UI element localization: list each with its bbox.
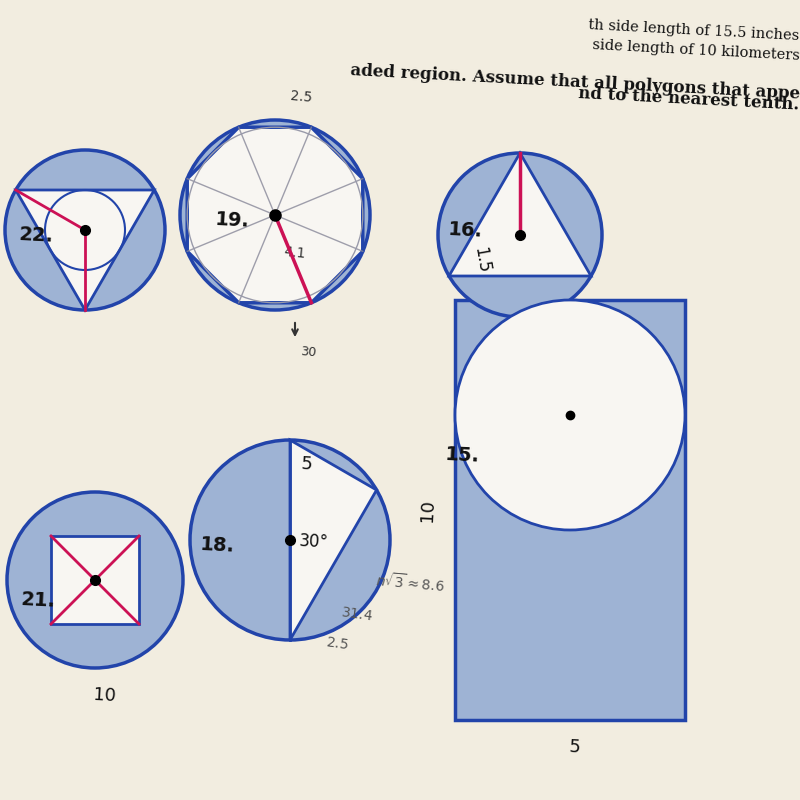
Circle shape — [5, 150, 165, 310]
Text: 30°: 30° — [298, 532, 329, 551]
Text: 5: 5 — [569, 738, 582, 757]
Text: 1.5: 1.5 — [470, 246, 492, 274]
Text: 10: 10 — [418, 498, 437, 522]
Text: $2.5$: $2.5$ — [325, 635, 350, 652]
Text: 21.: 21. — [20, 590, 55, 610]
Bar — [455, 300, 685, 720]
Text: 30: 30 — [300, 345, 317, 359]
Text: aded region. Assume that all polygons that appe: aded region. Assume that all polygons th… — [350, 62, 800, 102]
Text: th side length of 15.5 inches: th side length of 15.5 inches — [589, 18, 800, 43]
Text: side length of 10 kilometers: side length of 10 kilometers — [592, 38, 800, 63]
Circle shape — [455, 300, 685, 530]
Text: 10: 10 — [94, 686, 117, 705]
Text: 4.1: 4.1 — [283, 245, 306, 261]
Text: 15.: 15. — [445, 445, 481, 466]
Circle shape — [438, 153, 602, 317]
Text: 2.5: 2.5 — [290, 89, 313, 105]
Circle shape — [180, 120, 370, 310]
Text: 19.: 19. — [215, 210, 250, 230]
Polygon shape — [290, 440, 377, 640]
Polygon shape — [449, 153, 591, 276]
Polygon shape — [16, 190, 154, 310]
Polygon shape — [51, 536, 139, 624]
Circle shape — [190, 440, 390, 640]
Text: 5: 5 — [300, 455, 313, 474]
Text: 16.: 16. — [448, 220, 483, 241]
Text: $31.4$: $31.4$ — [340, 605, 374, 623]
Circle shape — [7, 492, 183, 668]
Text: 18.: 18. — [200, 535, 235, 556]
Text: 22.: 22. — [18, 225, 54, 246]
Text: nd to the nearest tenth.: nd to the nearest tenth. — [578, 85, 800, 114]
Text: $n\sqrt{3}\approx 8.6$: $n\sqrt{3}\approx 8.6$ — [375, 570, 446, 595]
Polygon shape — [187, 127, 362, 302]
